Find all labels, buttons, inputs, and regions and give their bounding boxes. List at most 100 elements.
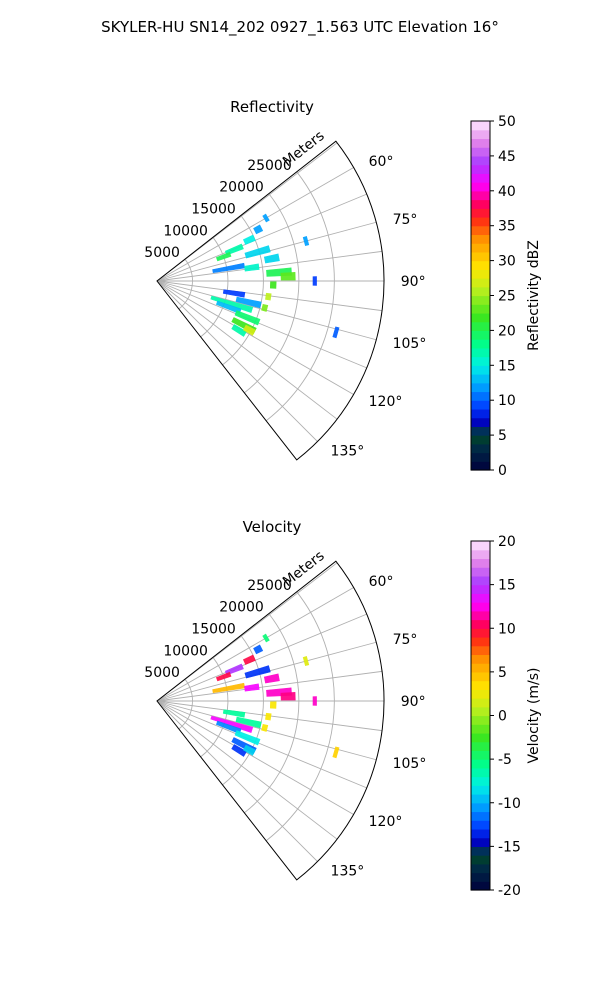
azimuth-spoke [156,280,338,420]
radar-echo [242,324,256,336]
azimuth-tick-label: 120° [369,394,403,410]
colorbar-segment [471,312,490,323]
radar-echo [244,683,260,692]
colorbar-segment [471,129,490,140]
colorbar-segment [471,243,490,253]
colorbar-segment [471,863,490,874]
colorbar-tick-label: 10 [498,621,516,637]
azimuth-spoke [156,193,367,282]
velocity-echoes [210,633,340,759]
azimuth-tick-label: 60° [369,574,394,590]
colorbar-segment [471,706,490,717]
colorbar-tick-label: 0 [498,709,507,725]
colorbar-segment [471,225,490,236]
velocity-title: Velocity [243,518,302,536]
azimuth-spoke [156,700,338,840]
range-tick-label: 5000 [144,245,180,261]
colorbar-segment [471,872,490,882]
azimuth-spoke [156,250,383,282]
azimuth-tick-label: 105° [393,756,427,772]
velocity-frame [156,560,385,881]
radar-echo [263,673,280,684]
colorbar-segment [471,260,490,270]
azimuth-tick-label: 105° [393,336,427,352]
reflectivity-frame [156,140,385,461]
azimuth-tick-label: 120° [369,814,403,830]
colorbar-segment [471,391,490,401]
range-tick-label: 5000 [144,665,180,681]
azimuth-spoke [156,167,354,282]
colorbar-segment [471,400,490,410]
colorbar-segment [471,750,490,760]
colorbar-segment [471,785,490,795]
colorbar-segment [471,741,490,751]
azimuth-tick-label: 90° [401,274,426,290]
azimuth-tick-label: 90° [401,694,426,710]
azimuth-tick-label: 135° [331,444,365,460]
colorbar-segment [471,417,490,427]
radar-echo [269,701,277,709]
radar-echo [332,326,340,339]
radar-echo [261,723,269,732]
colorbar-segment [471,330,490,340]
azimuth-spoke [156,613,367,702]
range-axis-label: Meters [280,548,328,590]
colorbar-segment [471,663,490,673]
colorbar-segment [471,593,490,603]
colorbar-segment [471,216,490,227]
colorbar-segment [471,619,490,629]
radar-echo [253,224,264,235]
colorbar-segment [471,155,490,166]
colorbar-tick-label: 45 [498,149,516,165]
radar-echo [231,324,248,337]
colorbar-label: Velocity (m/s) [526,668,542,764]
reflectivity-panel: Reflectivity 5000 10000 15000 20000 25000Met… [144,98,542,479]
radar-echo [302,656,310,667]
colorbar-segment [471,295,490,305]
radar-echo [234,310,261,326]
colorbar-tick-label: -10 [498,796,521,812]
azimuth-tick-label: 75° [393,212,418,228]
azimuth-spoke [156,700,354,815]
range-ring [265,591,335,842]
radar-echo [280,691,296,701]
sector-outline [156,560,385,881]
radar-echo [210,715,254,734]
colorbar-segment [471,584,490,594]
colorbar-tick-label: 5 [498,428,507,444]
colorbar-segment [471,610,490,621]
colorbar-segment [471,339,490,349]
radar-echo [269,281,277,289]
colorbar-segment [471,365,490,375]
radar-echo [262,633,270,643]
colorbar-segment [471,846,490,856]
colorbar-label: Reflectivity dBZ [526,240,542,351]
velocity-grid [156,562,384,862]
colorbar-tick-label: 0 [498,463,507,479]
colorbar-segment [471,802,490,813]
radar-echo [280,271,296,281]
colorbar-segment [471,234,490,244]
colorbar-tick-label: 50 [498,114,516,130]
radar-echo [215,251,232,262]
colorbar-segment [471,636,490,647]
colorbar-segment [471,820,490,830]
colorbar-tick-label: 15 [498,358,516,374]
range-tick-label: 10000 [163,643,208,659]
colorbar-tick-label: 5 [498,665,507,681]
colorbar-segment [471,251,490,262]
radar-echo [332,746,340,759]
range-ring [200,657,229,758]
radar-echo [235,296,262,309]
colorbar-segment [471,347,490,358]
radar-echo [265,712,272,721]
colorbar-tick-label: 30 [498,254,516,270]
sector-outline [156,140,385,461]
colorbar-tick-label: 40 [498,184,516,200]
colorbar-segment [471,602,490,612]
colorbar-segment [471,278,490,288]
radar-echo [265,292,272,301]
colorbar-segment [471,147,490,157]
colorbar-tick-label: 10 [498,393,516,409]
radar-echo [234,730,261,746]
